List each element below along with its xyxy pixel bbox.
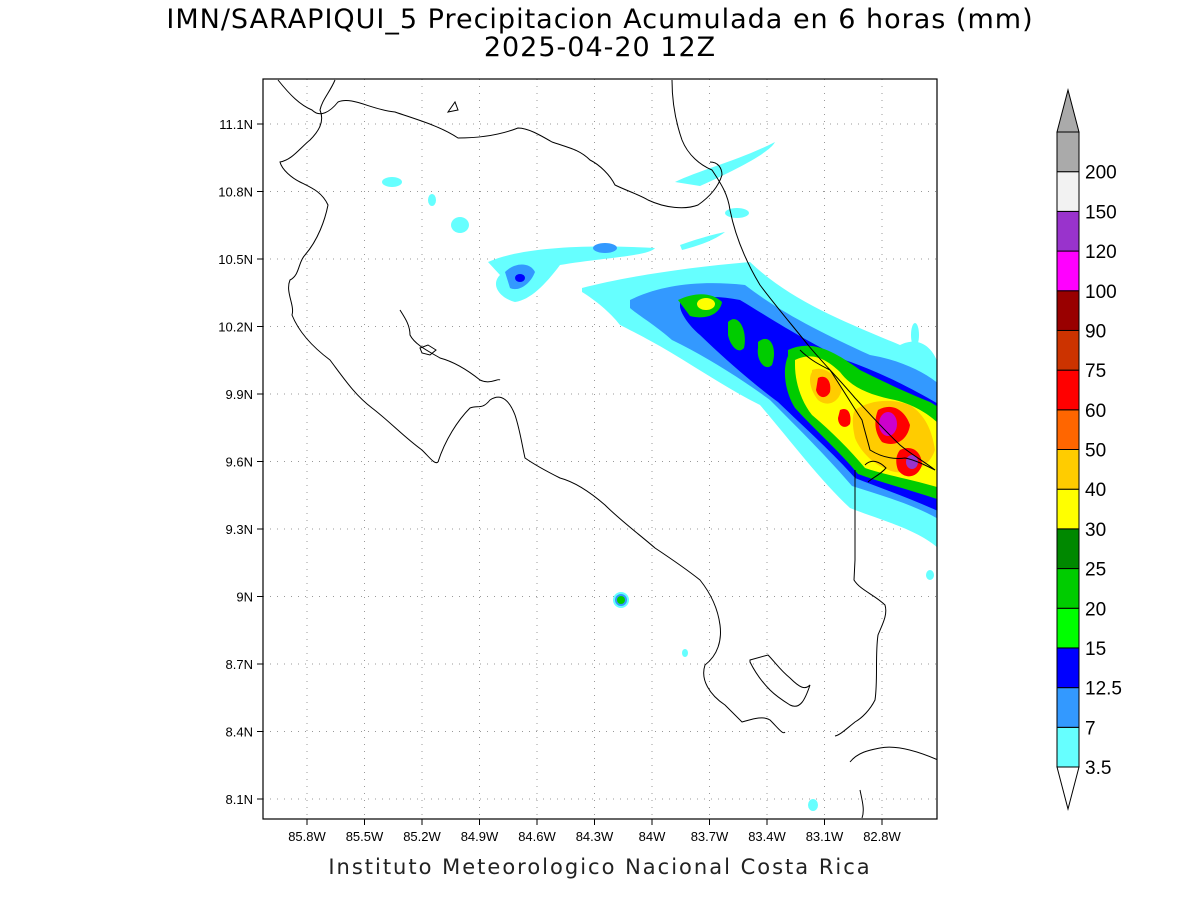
coastlines [277, 79, 937, 819]
lake-island [446, 100, 459, 113]
x-tick-label: 84.9W [461, 829, 499, 844]
y-tick-label: 10.2N [218, 320, 253, 335]
precip-speck [382, 177, 402, 187]
y-tick-label: 11.1N [219, 117, 253, 132]
precip-speck [675, 142, 775, 186]
colorbar-upper-extension [1056, 88, 1080, 133]
panama-coast-south [849, 746, 937, 819]
colorbar-label: 200 [1085, 163, 1117, 184]
y-tick-label: 8.1N [226, 792, 253, 807]
y-tick-label: 9.3N [226, 522, 253, 537]
precip-overlay [382, 142, 937, 811]
nicaragua-border-lake [277, 79, 723, 209]
panama-border [799, 349, 936, 737]
precip-speck [428, 194, 436, 206]
colorbar-label: 12.5 [1085, 679, 1122, 700]
colorbar-segment [1056, 449, 1080, 490]
precip-speck [451, 217, 469, 233]
x-tick-label: 84W [639, 829, 666, 844]
caribbean-coast [671, 79, 936, 471]
colorbar-label: 20 [1085, 599, 1106, 620]
colorbar-label: 60 [1085, 401, 1106, 422]
colorbar-segment [1056, 726, 1080, 768]
colorbar-segment [1056, 210, 1080, 252]
gulf-of-nicoya-island [419, 344, 437, 356]
colorbar-label: 150 [1085, 202, 1117, 223]
precip-speck [911, 323, 919, 347]
y-tick-label: 8.7N [226, 657, 253, 672]
y-tick-label: 9N [236, 590, 253, 605]
map-frame [262, 78, 938, 820]
colorbar-segment [1056, 290, 1080, 331]
x-tick-label: 85.5W [346, 829, 384, 844]
y-axis: 11.1N 10.8N 10.5N 10.2N 9.9N 9.6N 9.3N 9N 8.7N 8.… [218, 117, 263, 807]
x-tick-label: 83.7W [691, 829, 729, 844]
colorbar-segment [1056, 369, 1080, 411]
precip-speck [680, 232, 725, 250]
x-tick-label: 85.2W [403, 829, 441, 844]
colorbar-label: 7 [1085, 718, 1096, 739]
colorbar-label: 25 [1085, 560, 1106, 581]
chart-date: 2025-04-20 12Z [483, 32, 717, 63]
y-tick-label: 10.8N [218, 185, 253, 200]
bay-inlet [864, 460, 887, 483]
y-tick-label: 9.9N [226, 387, 253, 402]
x-tick-label: 82.8W [863, 829, 901, 844]
y-tick-label: 9.6N [226, 455, 253, 470]
colorbar-label: 90 [1085, 321, 1106, 342]
x-tick-label: 83.1W [806, 829, 844, 844]
colorbar-segment [1056, 250, 1080, 292]
colorbar-label: 100 [1085, 282, 1117, 303]
colorbar-segment [1056, 647, 1080, 689]
x-axis: 85.8W 85.5W 85.2W 84.9W 84.6W 84.3W 84W 83.7W 83… [288, 819, 902, 844]
x-tick-label: 83.4W [748, 829, 786, 844]
osa-peninsula [749, 654, 811, 707]
precip-band-main-40 [810, 368, 935, 473]
map-grid [263, 79, 937, 819]
precip-band-nw [488, 246, 655, 302]
colorbar-segment [1056, 607, 1080, 649]
x-tick-label: 84.6W [518, 829, 556, 844]
chart-title: IMN/SARAPIQUI_5 Precipitacion Acumulada … [166, 4, 1034, 35]
colorbar-segment [1056, 409, 1080, 450]
pacific-coast [437, 396, 786, 734]
x-tick-label: 84.3W [576, 829, 614, 844]
colorbar-label: 50 [1085, 441, 1106, 462]
colorbar-segment [1056, 488, 1080, 530]
colorbar-label: 120 [1085, 242, 1117, 263]
precip-speck [697, 298, 715, 310]
precip-speck [515, 274, 525, 282]
colorbar-label: 3.5 [1085, 758, 1111, 779]
footer-credit: Instituto Meteorologico Nacional Costa R… [328, 855, 872, 879]
precip-isolated-cell [617, 596, 625, 604]
precip-speck [808, 799, 818, 811]
colorbar-lower-extension [1056, 766, 1080, 811]
colorbar-segment [1056, 329, 1080, 371]
nicoya-peninsula [399, 309, 501, 383]
colorbar-label: 15 [1085, 639, 1106, 660]
nicaragua-lake-shore [279, 79, 439, 464]
colorbar-segment [1056, 131, 1080, 173]
precip-speck [926, 570, 934, 580]
x-tick-label: 85.8W [288, 829, 326, 844]
colorbar-label: 30 [1085, 520, 1106, 541]
y-tick-label: 8.4N [226, 725, 253, 740]
precip-speck [593, 243, 617, 253]
precip-speck [682, 649, 688, 657]
colorbar-label: 75 [1085, 361, 1106, 382]
y-tick-label: 10.5N [218, 252, 253, 267]
precip-speck [725, 208, 749, 218]
colorbar: 3.5 7 12.5 15 20 25 30 40 50 60 75 90 100 120 150 200 [1056, 88, 1122, 811]
colorbar-label: 40 [1085, 480, 1106, 501]
colorbar-segment [1056, 171, 1080, 212]
colorbar-segment [1056, 528, 1080, 570]
colorbar-segment [1056, 568, 1080, 609]
precip-peak [879, 412, 897, 436]
colorbar-segment [1056, 687, 1080, 728]
